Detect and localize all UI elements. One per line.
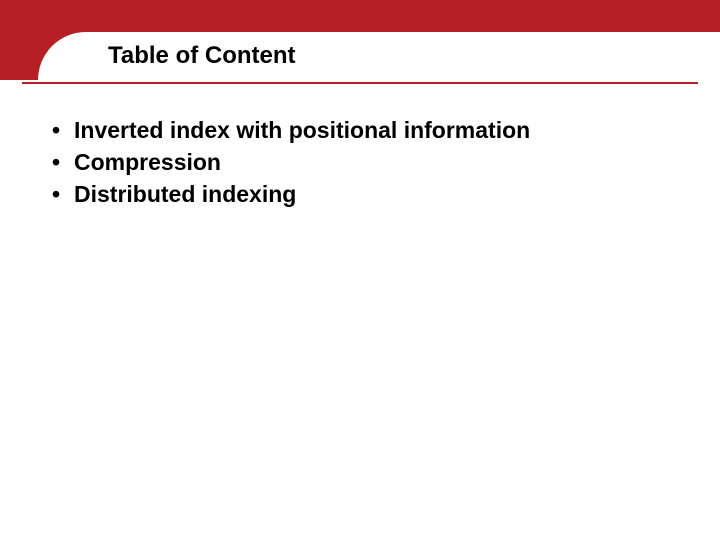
bullet-list: Inverted index with positional informati…: [48, 114, 530, 211]
list-item: Distributed indexing: [48, 178, 530, 210]
top-banner: [0, 0, 720, 32]
title-underline: [22, 82, 698, 84]
slide-title: Table of Content: [108, 42, 296, 70]
list-item: Inverted index with positional informati…: [48, 114, 530, 146]
notch-curve: [38, 32, 86, 80]
list-item: Compression: [48, 146, 530, 178]
left-notch: [0, 32, 38, 80]
